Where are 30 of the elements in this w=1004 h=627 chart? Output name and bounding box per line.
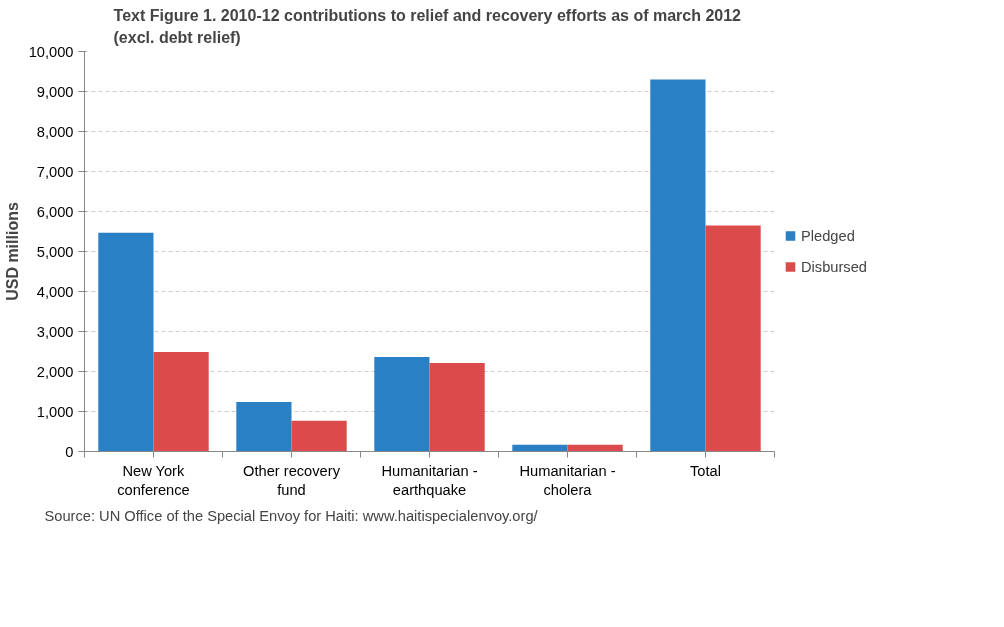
- chart-title: Text Figure 1. 2010-12 contributions to relief and recovery efforts as of march 2012 (excl. debt relief): [113, 7, 742, 47]
- y-tick-label: 6,000: [36, 203, 74, 220]
- bar: [98, 232, 154, 452]
- y-tick-label: 10,000: [28, 43, 74, 60]
- y-tick-label: 7,000: [36, 163, 74, 180]
- x-tick-label: Other recovery fund: [243, 462, 341, 498]
- y-tick-label: 2,000: [36, 363, 74, 380]
- source-note: Source: UN Office of the Special Envoy for Haiti: www.haitispecialenvoy.org/: [44, 507, 539, 524]
- y-tick-label: 9,000: [36, 83, 74, 100]
- bar: [291, 420, 347, 452]
- x-tick-label: Humanitarian - earthquake: [381, 462, 478, 498]
- bar: [236, 401, 292, 452]
- y-tick-label: 8,000: [36, 123, 74, 140]
- legend-label: Disbursed: [801, 258, 867, 275]
- bar: [650, 79, 706, 452]
- bar: [512, 444, 568, 452]
- bar: [374, 357, 430, 452]
- legend-label: Pledged: [801, 227, 855, 244]
- x-tick-label: New York conference: [117, 462, 190, 498]
- bar: [705, 225, 761, 452]
- y-tick-label: 4,000: [36, 283, 74, 300]
- bar: [153, 351, 209, 452]
- x-tick-label: Total: [690, 462, 721, 479]
- y-tick-label: 3,000: [36, 323, 74, 340]
- y-tick-label: 5,000: [36, 243, 74, 260]
- y-axis-title: USD millions: [3, 202, 21, 301]
- y-tick-label: 0: [65, 443, 74, 460]
- y-tick-label: 1,000: [36, 403, 74, 420]
- bar: [429, 363, 485, 452]
- x-tick-label: Humanitarian - cholera: [519, 462, 616, 498]
